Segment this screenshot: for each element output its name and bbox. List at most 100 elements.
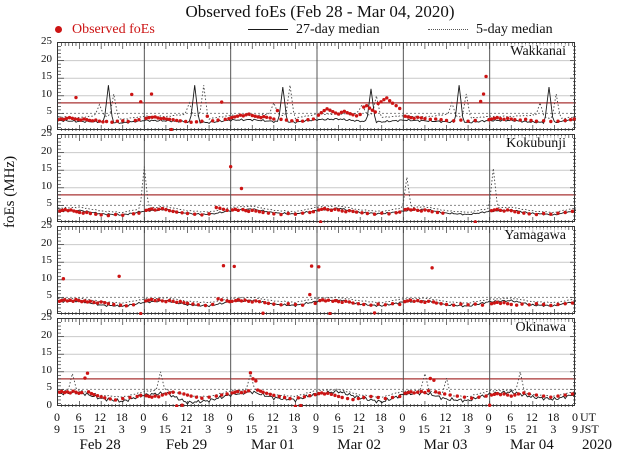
observed-dot bbox=[185, 393, 190, 397]
observed-dot bbox=[62, 390, 67, 395]
observed-dot bbox=[262, 114, 266, 119]
observed-dot bbox=[160, 393, 165, 397]
observed-dot bbox=[147, 394, 151, 399]
observed-dot bbox=[505, 302, 510, 306]
observed-dot bbox=[227, 116, 231, 121]
observed-dot bbox=[351, 301, 355, 305]
observed-dot bbox=[409, 115, 413, 120]
observed-dot bbox=[225, 392, 229, 396]
observed-dot bbox=[336, 394, 341, 399]
observed-dot bbox=[376, 302, 380, 306]
observed-dot bbox=[94, 118, 98, 122]
observed-dot bbox=[147, 207, 151, 212]
observed-dot bbox=[68, 298, 72, 302]
observed-dot bbox=[194, 395, 199, 399]
observed-dot bbox=[369, 394, 373, 399]
observed-dot bbox=[556, 394, 560, 398]
observed-dot bbox=[331, 299, 335, 303]
observed-dot bbox=[372, 311, 377, 315]
observed-dot bbox=[85, 371, 90, 375]
observed-dot bbox=[216, 118, 220, 122]
y-tick-label: 5 bbox=[46, 381, 53, 394]
observed-dot bbox=[444, 302, 449, 307]
observed-dot bbox=[153, 298, 157, 303]
x-tick-jst: 21 bbox=[94, 422, 107, 436]
observed-dot bbox=[419, 389, 424, 394]
observed-dot bbox=[99, 300, 103, 304]
observed-dot bbox=[279, 212, 283, 217]
observed-dot bbox=[144, 394, 148, 398]
observed-dot bbox=[175, 300, 179, 305]
chart-title: Observed foEs (Feb 28 - Mar 04, 2020) bbox=[185, 2, 455, 21]
observed-dot bbox=[380, 211, 384, 215]
observed-dot bbox=[416, 390, 420, 394]
observed-dot bbox=[68, 391, 72, 395]
observed-dot bbox=[318, 298, 322, 303]
observed-dot bbox=[487, 403, 492, 407]
observed-dot bbox=[563, 393, 567, 397]
observed-dot bbox=[293, 212, 298, 216]
observed-dot bbox=[513, 210, 517, 214]
observed-dot bbox=[200, 396, 204, 400]
x-tick-ut: 6 bbox=[161, 410, 168, 424]
observed-dot bbox=[340, 209, 344, 213]
observed-dot bbox=[82, 299, 87, 303]
observed-dot bbox=[340, 300, 344, 305]
observed-dot bbox=[317, 208, 321, 212]
observed-dot bbox=[522, 211, 526, 215]
x-tick-ut: 18 bbox=[374, 410, 387, 424]
x-tick-ut: 0 bbox=[54, 410, 60, 424]
y-tick-label: 25 bbox=[41, 127, 52, 139]
x-tick-ut: 6 bbox=[75, 410, 82, 424]
y-tick-label: 5 bbox=[46, 105, 53, 118]
observed-dot bbox=[412, 116, 416, 121]
observed-dot bbox=[277, 394, 281, 399]
observed-dot bbox=[390, 101, 395, 105]
observed-dot bbox=[347, 208, 352, 213]
observed-dot bbox=[205, 114, 209, 118]
observed-dot bbox=[131, 303, 136, 307]
observed-dot bbox=[185, 301, 190, 306]
observed-dot bbox=[495, 300, 499, 305]
observed-dot bbox=[284, 118, 289, 122]
observed-dot bbox=[466, 303, 470, 307]
observed-dot bbox=[572, 117, 576, 121]
observed-dot bbox=[514, 303, 519, 307]
observed-dot bbox=[296, 396, 300, 400]
observed-dot bbox=[225, 208, 229, 213]
station-label: Yamagawa bbox=[502, 228, 568, 244]
observed-dot bbox=[489, 208, 494, 213]
observed-dot bbox=[568, 118, 573, 122]
observed-dot bbox=[529, 118, 533, 123]
observed-dot bbox=[322, 392, 327, 396]
observed-dot bbox=[342, 109, 347, 113]
x-tick-jst: 9 bbox=[572, 422, 578, 436]
observed-dot bbox=[160, 299, 165, 303]
observed-dot bbox=[387, 212, 391, 216]
y-tick-label: 15 bbox=[41, 254, 52, 267]
observed-dot bbox=[455, 394, 459, 398]
observed-dot bbox=[556, 119, 560, 123]
legend-median5: 5-day median bbox=[428, 22, 553, 38]
observed-dot bbox=[432, 378, 436, 382]
observed-dot bbox=[94, 212, 98, 216]
observed-dot bbox=[347, 300, 352, 304]
observed-dot bbox=[191, 302, 195, 306]
observed-dot bbox=[207, 212, 211, 216]
observed-dot bbox=[351, 113, 355, 117]
x-tick-ut: 18 bbox=[461, 410, 474, 424]
observed-dot bbox=[516, 392, 521, 396]
observed-dot bbox=[329, 392, 334, 397]
observed-dot bbox=[254, 379, 258, 383]
observed-dot bbox=[238, 113, 243, 117]
observed-dot bbox=[153, 115, 157, 119]
observed-dot bbox=[112, 302, 116, 307]
x-tick-ut: 0 bbox=[313, 410, 319, 424]
observed-dot bbox=[117, 274, 121, 278]
observed-dot bbox=[373, 110, 377, 114]
observed-dot bbox=[124, 304, 129, 308]
y-tick-label: 0 bbox=[46, 123, 53, 135]
observed-dot bbox=[227, 299, 232, 304]
x-tick-ut: 12 bbox=[266, 410, 279, 424]
observed-dot bbox=[248, 371, 253, 375]
